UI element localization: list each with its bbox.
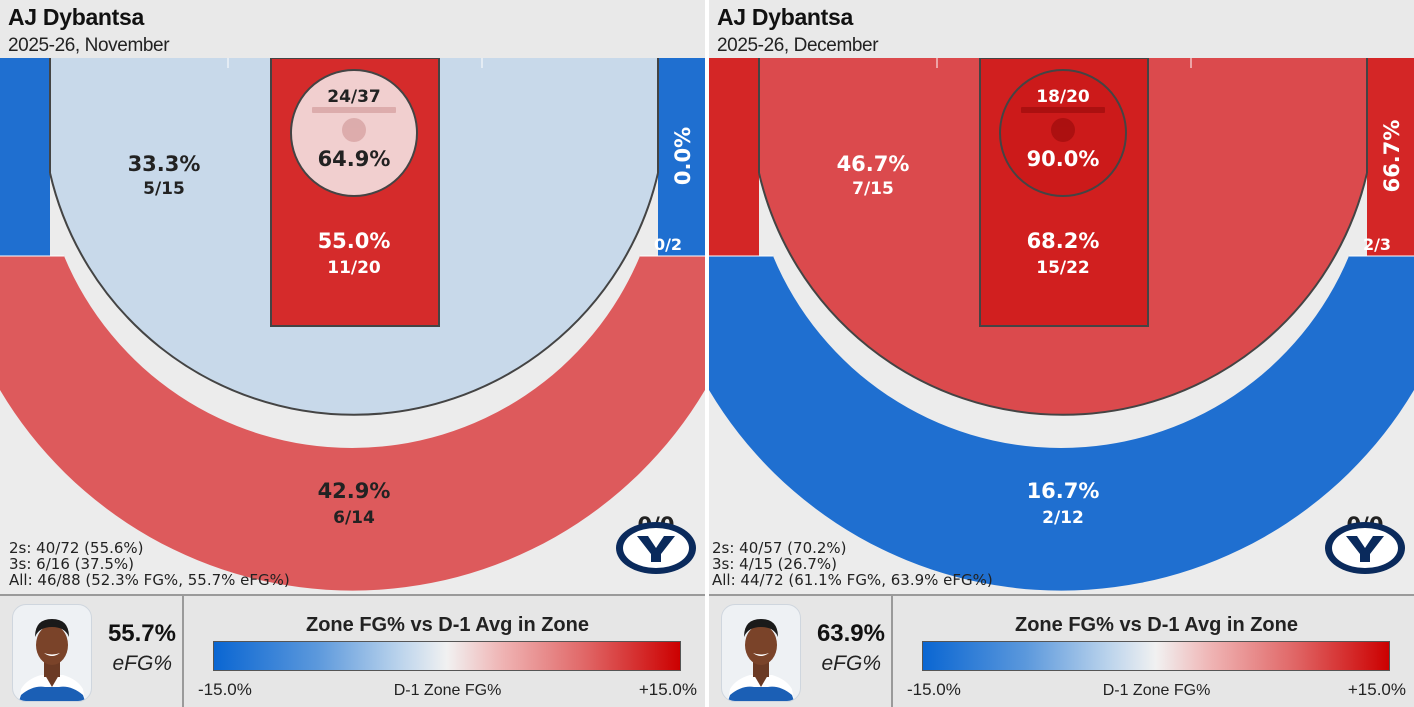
zone-rim-made-att: 18/20	[1036, 87, 1090, 107]
efg-value: 55.7%	[107, 620, 176, 647]
backboard-rim	[1021, 107, 1105, 142]
legend-title: Zone FG% vs D-1 Avg in Zone	[306, 614, 589, 636]
zone-midrange-pct: 46.7%	[837, 152, 910, 176]
panel-header: AJ Dybantsa 2025-26, November	[0, 0, 705, 58]
zone-midrange-pct: 33.3%	[128, 152, 201, 176]
zone-right-corner-three	[658, 58, 705, 256]
shot-chart-court: 24/37 64.9% 55.0% 11/20 33.3% 5/15 0.0% …	[0, 58, 705, 594]
byu-logo	[616, 522, 696, 574]
footer-divider	[891, 596, 893, 707]
legend-min-label: -15.0%	[907, 680, 961, 699]
zone-rim-pct: 64.9%	[318, 147, 391, 171]
summary-two-pointers: 2s: 40/72 (55.6%)	[9, 539, 144, 557]
zone-paint-made-att: 11/20	[327, 258, 381, 278]
player-photo	[12, 604, 92, 702]
zone-above-break-made-att: 2/12	[1042, 508, 1084, 528]
zone-midrange-made-att: 7/15	[852, 179, 894, 199]
shot-chart-panel-november: AJ Dybantsa 2025-26, November 24/37 64	[0, 0, 705, 707]
zone-left-corner-three	[0, 58, 50, 256]
zone-above-break-pct: 16.7%	[1027, 479, 1100, 503]
zone-right-corner-pct: 0.0%	[671, 127, 695, 185]
efg-label: eFG%	[821, 652, 881, 675]
panel-footer: 63.9% eFG% Zone FG% vs D-1 Avg in Zone -…	[709, 594, 1414, 707]
zone-right-corner-made-att: 2/3	[1363, 235, 1391, 254]
player-photo	[721, 604, 801, 702]
zone-paint-made-att: 15/22	[1036, 258, 1090, 278]
zone-right-corner-three	[1367, 58, 1414, 256]
zone-midrange-made-att: 5/15	[143, 179, 185, 199]
zone-paint-pct: 68.2%	[1027, 229, 1100, 253]
panel-divider	[705, 0, 709, 707]
court-lines	[0, 58, 705, 416]
zone-paint-pct: 55.0%	[318, 229, 391, 253]
summary-all-shots: All: 46/88 (52.3% FG%, 55.7% eFG%)	[9, 571, 290, 589]
legend-min-label: -15.0%	[198, 680, 252, 699]
legend-title: Zone FG% vs D-1 Avg in Zone	[1015, 614, 1298, 636]
shot-chart-court: 18/20 90.0% 68.2% 15/22 46.7% 7/15 66.7%…	[709, 58, 1414, 594]
backboard-rim	[312, 107, 396, 142]
summary-all-shots: All: 44/72 (61.1% FG%, 63.9% eFG%)	[712, 571, 993, 589]
legend-color-bar	[213, 641, 681, 671]
zone-above-break-three	[0, 256, 705, 591]
zone-above-break-three	[709, 256, 1414, 591]
zone-right-corner-made-att: 0/2	[654, 235, 682, 254]
panel-header: AJ Dybantsa 2025-26, December	[709, 0, 1414, 58]
zone-rim-made-att: 24/37	[327, 87, 381, 107]
efg-label: eFG%	[112, 652, 172, 675]
court-lines	[709, 58, 1414, 416]
legend-max-label: +15.0%	[638, 680, 697, 699]
legend-mid-label: D-1 Zone FG%	[1102, 682, 1211, 699]
efg-value: 63.9%	[816, 620, 885, 647]
zone-above-break-pct: 42.9%	[318, 479, 391, 503]
zone-left-corner-three	[709, 58, 759, 256]
zone-rim-pct: 90.0%	[1027, 147, 1100, 171]
panel-footer: 55.7% eFG% Zone FG% vs D-1 Avg in Zone -…	[0, 594, 705, 707]
period-label: 2025-26, November	[8, 35, 170, 56]
shot-chart-panel-december: AJ Dybantsa 2025-26, December 18/20 90	[709, 0, 1414, 707]
summary-two-pointers: 2s: 40/57 (70.2%)	[712, 539, 847, 557]
byu-logo	[1325, 522, 1405, 574]
legend-max-label: +15.0%	[1347, 680, 1406, 699]
footer-divider	[182, 596, 184, 707]
period-label: 2025-26, December	[717, 35, 879, 56]
legend-mid-label: D-1 Zone FG%	[393, 682, 502, 699]
zone-right-corner-pct: 66.7%	[1380, 120, 1404, 193]
player-name: AJ Dybantsa	[8, 4, 145, 30]
summary-three-pointers: 3s: 6/16 (37.5%)	[9, 555, 134, 573]
zone-above-break-made-att: 6/14	[333, 508, 375, 528]
player-name: AJ Dybantsa	[717, 4, 854, 30]
summary-three-pointers: 3s: 4/15 (26.7%)	[712, 555, 837, 573]
legend-color-bar	[922, 641, 1390, 671]
